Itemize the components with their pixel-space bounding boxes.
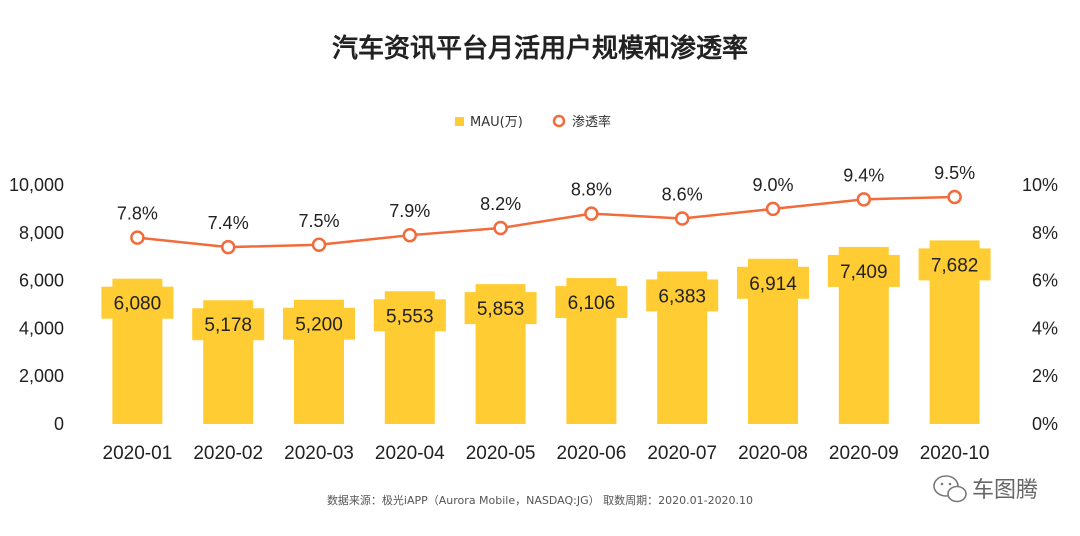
x-tick-label: 2020-03 <box>284 443 354 464</box>
legend-swatch-penetration <box>552 114 566 128</box>
bar-label-box <box>918 248 991 281</box>
bar-label-box <box>283 307 355 340</box>
line-value-label: 7.4% <box>208 213 249 233</box>
bar-label-box <box>464 292 537 325</box>
y-right-tick-label: 10% <box>1022 175 1058 195</box>
bar-value-label: 7,682 <box>931 255 979 276</box>
y-right-tick-label: 6% <box>1032 271 1058 291</box>
line-point <box>584 206 599 221</box>
bar-value-label: 6,914 <box>749 274 797 295</box>
bar-series: 6,080 5,178 5,200 5,553 5,853 6,106 6,383 6,914… <box>101 240 991 424</box>
line-point <box>311 237 327 252</box>
line-value-label: 7.8% <box>117 204 158 224</box>
x-tick-label: 2020-02 <box>193 443 263 464</box>
line-series: 7.8% 7.4% 7.5% 7.9% 8.2% 8.8% 8.6% 9.0% 9.4% 9.5% <box>117 163 975 255</box>
y-left-tick-label: 4,000 <box>19 318 64 338</box>
chart-title: 汽车资讯平台月活用户规模和渗透率 <box>332 33 748 64</box>
line-value-label: 8.6% <box>662 184 703 204</box>
bar-value-label: 5,178 <box>204 315 252 336</box>
wechat-icon <box>933 475 967 503</box>
line-point <box>765 201 781 217</box>
line-value-label: 8.8% <box>571 180 612 200</box>
bar-label-box <box>827 254 900 287</box>
line-value-label: 9.4% <box>843 165 884 185</box>
line-point <box>402 227 418 243</box>
y-right-tick-label: 2% <box>1032 366 1058 386</box>
x-tick-label: 2020-04 <box>375 443 445 464</box>
y-left-tick-label: 8,000 <box>19 223 64 243</box>
y-axis-right: 0% 2% 4% 6% 8% 10% <box>1022 175 1058 434</box>
y-right-tick-label: 0% <box>1032 414 1058 434</box>
y-right-tick-label: 4% <box>1032 318 1058 338</box>
x-tick-label: 2020-08 <box>738 443 808 464</box>
x-tick-label: 2020-06 <box>557 443 627 464</box>
line-value-label: 7.5% <box>298 211 339 231</box>
y-left-tick-label: 6,000 <box>19 271 64 291</box>
bar-label-box <box>555 286 628 319</box>
y-left-tick-label: 2,000 <box>19 366 64 386</box>
line-point <box>130 230 145 245</box>
bar-label-box <box>101 286 174 319</box>
line-point <box>220 239 236 255</box>
line-point <box>674 211 690 226</box>
line-value-label: 7.9% <box>389 201 430 221</box>
legend-label-mau: MAU(万) <box>470 115 523 130</box>
watermark-text: 车图腾 <box>972 478 1038 503</box>
x-tick-label: 2020-10 <box>920 443 990 464</box>
bar-value-label: 5,853 <box>477 299 525 320</box>
bar-label-box <box>737 266 809 299</box>
x-tick-label: 2020-09 <box>829 443 899 464</box>
y-left-tick-label: 10,000 <box>9 175 64 195</box>
line-point <box>947 189 962 205</box>
bar-label-box <box>373 299 446 332</box>
bar-value-label: 6,383 <box>658 286 706 307</box>
y-right-tick-label: 8% <box>1032 223 1058 243</box>
line-value-label: 9.5% <box>934 163 975 183</box>
line-point <box>493 220 508 236</box>
y-left-tick-label: 0 <box>54 414 64 434</box>
x-tick-label: 2020-07 <box>647 443 717 464</box>
line-value-label: 8.2% <box>480 194 521 214</box>
x-tick-label: 2020-05 <box>466 443 536 464</box>
source-note: 数据来源：极光iAPP（Aurora Mobile，NASDAQ:JG） 取数周… <box>327 493 753 507</box>
legend-label-penetration: 渗透率 <box>572 114 611 130</box>
line-point <box>856 192 872 207</box>
bar-value-label: 5,553 <box>386 306 434 327</box>
x-tick-label: 2020-01 <box>103 443 173 464</box>
x-axis: 2020-01 2020-02 2020-03 2020-04 2020-05 2020-… <box>103 443 990 464</box>
bar-value-label: 6,080 <box>114 294 162 315</box>
line-value-label: 9.0% <box>752 175 793 195</box>
watermark: 车图腾 <box>933 475 1038 503</box>
bar-value-label: 5,200 <box>295 315 343 336</box>
legend: MAU(万) 渗透率 <box>455 114 611 130</box>
bar-label-box <box>646 279 719 312</box>
bar-label-box <box>192 308 265 341</box>
y-axis-left: 0 2,000 4,000 6,000 8,000 10,000 <box>9 175 64 434</box>
legend-swatch-mau <box>455 117 464 126</box>
bar-value-label: 6,106 <box>568 293 616 314</box>
bar-value-label: 7,409 <box>840 262 888 283</box>
penetration-line <box>137 195 955 249</box>
